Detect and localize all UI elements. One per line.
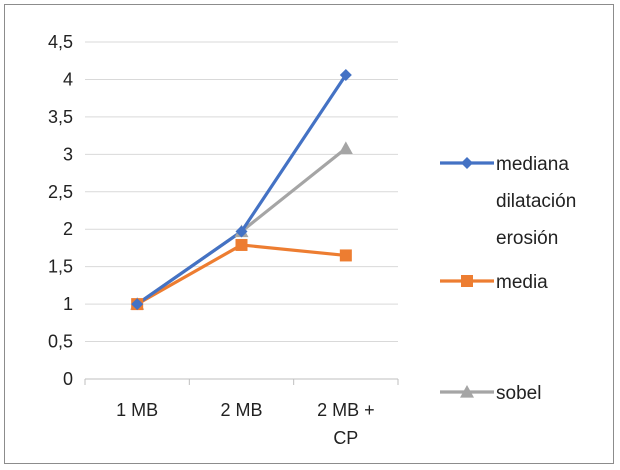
chart-frame (4, 4, 614, 464)
series-line (136, 243, 346, 306)
legend-label: mediana (496, 154, 569, 175)
data-point (131, 298, 144, 311)
data-point (339, 249, 352, 262)
data-point (338, 141, 353, 154)
data-point (235, 238, 248, 251)
legend-label: erosión (496, 228, 558, 249)
data-point (339, 68, 352, 81)
series-line (136, 74, 348, 306)
y-tick-label: 1,5 (48, 257, 73, 277)
x-tick-label: 2 MB + (317, 400, 375, 420)
x-tick-label: 1 MB (116, 400, 158, 420)
legend-label: dilatación (496, 191, 576, 212)
legend-swatch-marker (461, 157, 473, 169)
y-tick-label: 0,5 (48, 332, 73, 352)
y-tick-label: 1 (63, 294, 73, 314)
legend-swatch-marker (460, 385, 474, 398)
y-tick-label: 2,5 (48, 182, 73, 202)
y-tick-label: 3,5 (48, 107, 73, 127)
y-tick-label: 3 (63, 144, 73, 164)
data-point (235, 225, 248, 238)
y-tick-label: 4 (63, 69, 73, 89)
y-tick-label: 2 (63, 219, 73, 239)
y-tick-label: 0 (63, 369, 73, 389)
legend-label: media (496, 272, 548, 293)
x-tick-label: 2 MB (220, 400, 262, 420)
legend-swatch-marker (461, 275, 473, 287)
x-tick-label: CP (333, 428, 358, 448)
y-tick-label: 4,5 (48, 32, 73, 52)
legend-label: sobel (496, 383, 541, 404)
